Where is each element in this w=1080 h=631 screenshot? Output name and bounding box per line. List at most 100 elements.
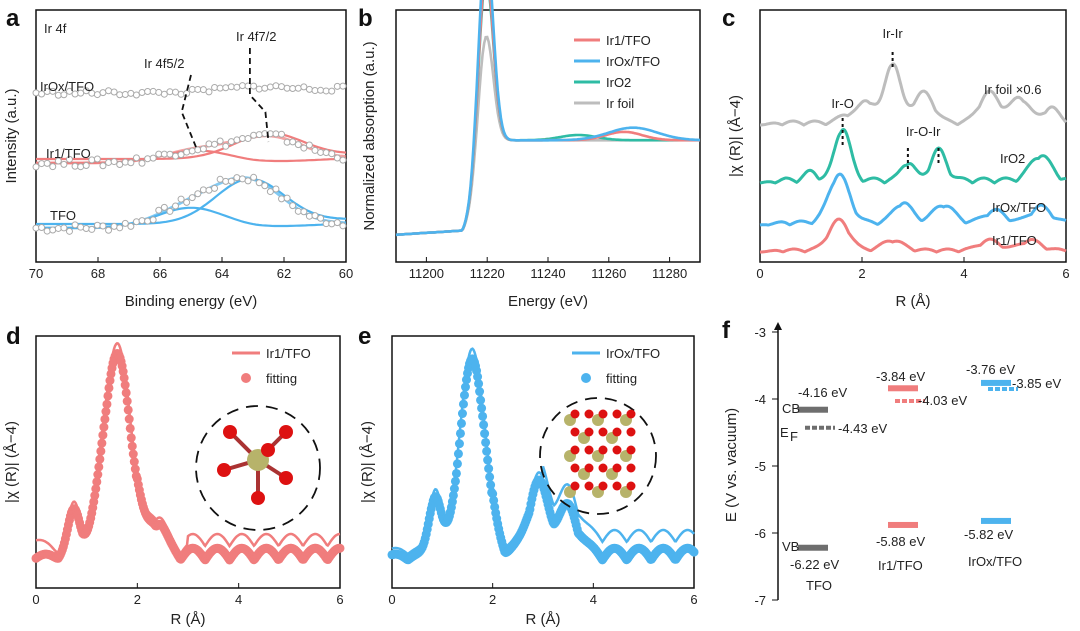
panel-c-series-label-1: IrO2: [1000, 151, 1025, 166]
panel-a-IrOx/TFO-point: [227, 177, 235, 185]
panel-f-value-irox_cb: -3.76 eV: [966, 362, 1015, 377]
panel-d-fit-point: [93, 470, 103, 480]
panel-a-IrOx/TFO-point: [155, 206, 163, 214]
panel-b-frame: [395, 9, 701, 263]
panel-a-TFO-point: [132, 91, 140, 99]
panel-f-axis-arrow: [774, 322, 782, 330]
panel-a-IrOx/TFO-point: [149, 216, 157, 224]
panel-a-Ir1/TFO-point: [255, 131, 263, 139]
panel-d-fit-point: [129, 457, 139, 467]
panel-a-dash-4f72: [249, 48, 270, 143]
panel-b-xtick-11200: 11200: [409, 266, 444, 281]
panel-a-IrOx/TFO-point: [339, 222, 347, 230]
label-tfo: TFO: [50, 208, 76, 223]
panel-e-fit-point: [689, 547, 699, 557]
panel-a-Ir1/TFO-point: [222, 142, 230, 150]
panel-f-cb-bar-1: [888, 385, 918, 392]
panel-e-o-atom: [626, 445, 636, 455]
panel-e-fit-point: [450, 476, 460, 486]
panel-letter-a: a: [6, 5, 20, 32]
panel-f-vb-bar-2: [981, 517, 1011, 524]
panel-a-IrOx/TFO-point: [255, 179, 263, 187]
panel-d-o-atom: [223, 425, 237, 439]
panel-f-ytick--6: -6: [754, 526, 766, 541]
panel-b-legend-label-3: Ir foil: [606, 96, 634, 111]
panel-a-Ir1/TFO-component-0: [36, 132, 347, 161]
panel-a-IrOx/TFO-point: [261, 182, 269, 190]
panel-f-value-tfo_ef: -4.43 eV: [838, 421, 887, 436]
panel-e-xtick-0: 0: [388, 592, 395, 607]
panel-d-fit-point: [124, 414, 134, 424]
panel-a-IrOx/TFO-point: [60, 224, 68, 232]
panel-a-IrOx/TFO-envelope: [36, 176, 347, 230]
panel-c: 0 2 4 6 Ir foil ×0.6 IrO2 IrOx/TFO Ir1/TFO Ir-Ir…: [727, 9, 1070, 310]
panel-a-xtick-60: 60: [339, 266, 353, 281]
panel-a-Ir1/TFO-point: [105, 158, 113, 166]
panel-e-experimental-line: [391, 347, 695, 556]
panel-a-TFO-point: [177, 90, 185, 98]
panel-a-TFO-point: [300, 83, 308, 91]
panel-c-xtick-2: 2: [858, 266, 865, 281]
panel-a-IrOx/TFO-point: [244, 177, 252, 185]
panel-e-o-atom: [612, 463, 622, 473]
panel-a-xlabel: Binding energy (eV): [125, 293, 258, 310]
panel-e-fit-point: [477, 403, 487, 413]
panel-e-fit-point: [449, 484, 459, 494]
panel-d-fit-point: [105, 376, 115, 386]
panel-f-value-irox_vb: -5.82 eV: [964, 527, 1013, 542]
panel-a-TFO-point: [166, 88, 174, 96]
panel-c-line-IrO2: [759, 127, 1067, 185]
panel-d-xtick-2: 2: [134, 592, 141, 607]
panel-a-IrOx/TFO-point: [49, 226, 57, 234]
panel-e-o-atom: [626, 463, 636, 473]
panel-d-fit-point: [97, 438, 107, 448]
peak-label-4f72: Ir 4f7/2: [236, 29, 276, 44]
panel-e-fit-point: [484, 464, 494, 474]
panel-a-Ir1/TFO-point: [188, 147, 196, 155]
panel-f-category-0: TFO: [806, 578, 832, 593]
panel-f-ytick--5: -5: [754, 459, 766, 474]
panel-d-fit-point: [121, 388, 131, 398]
panel-c-series-label-2: IrOx/TFO: [992, 200, 1046, 215]
panel-a-Ir1/TFO-point: [233, 136, 241, 144]
panel-f-value-irox_ef: -3.85 eV: [1012, 376, 1061, 391]
panel-e-fit-point: [478, 411, 488, 421]
peak-label-4f52: Ir 4f5/2: [144, 56, 184, 71]
panel-e-xtick-6: 6: [690, 592, 697, 607]
panel-a-TFO-point: [32, 89, 40, 97]
panel-f-vb-bar-1: [888, 521, 918, 528]
panel-a-TFO-point: [65, 87, 73, 95]
panel-d-fit-point: [127, 441, 137, 451]
panel-a-IrOx/TFO-point: [43, 227, 51, 235]
panel-d-o-atom: [279, 471, 293, 485]
panel-a-Ir1/TFO-point: [138, 159, 146, 167]
panel-a-TFO-point: [294, 84, 302, 92]
panel-c-annotation-ir-o-ir: Ir-O-Ir: [906, 124, 941, 139]
panel-a-IrOx/TFO-point: [110, 222, 118, 230]
panel-f-cb-bar-0: [798, 406, 828, 413]
panel-a-Ir1/TFO-point: [250, 131, 258, 139]
panel-a: 70 68 66 64 62 60 Ir 4f IrOx/TFO Ir1/TFO TFO …: [3, 9, 353, 310]
panel-b-ylabel: Normalized absorption (a.u.): [361, 41, 378, 230]
panel-a-IrOx/TFO-point: [116, 224, 124, 232]
panel-e-fit-point: [451, 468, 461, 478]
panel-b-legend-label-2: IrO2: [606, 75, 631, 90]
panel-a-TFO-point: [127, 89, 135, 97]
panel-a-IrOx/TFO-point: [88, 225, 96, 233]
panel-a-Ir1/TFO-point: [294, 141, 302, 149]
panel-a-Ir1/TFO-point: [144, 155, 152, 163]
panel-e-o-atom: [570, 409, 580, 419]
panel-a-IrOx/TFO-point: [93, 221, 101, 229]
panel-f-value-tfo_cb: -4.16 eV: [798, 385, 847, 400]
panel-a-ylabel: Intensity (a.u.): [3, 88, 20, 183]
panel-a-IrOx/TFO-component-0: [36, 177, 347, 226]
panel-a-TFO-point: [110, 88, 118, 96]
panel-d-o-atom: [217, 463, 231, 477]
panel-d-coordination-circle: [195, 405, 321, 531]
panel-f-ylabel: E (V vs. vacuum): [723, 408, 740, 522]
panel-d-fit-point: [104, 383, 114, 393]
panel-f-label-ef: E: [780, 425, 789, 440]
panel-f-value-ir1_cb: -3.84 eV: [876, 369, 925, 384]
panel-b-legend-label-0: Ir1/TFO: [606, 33, 651, 48]
panel-f-label-vb: VB: [782, 539, 799, 554]
